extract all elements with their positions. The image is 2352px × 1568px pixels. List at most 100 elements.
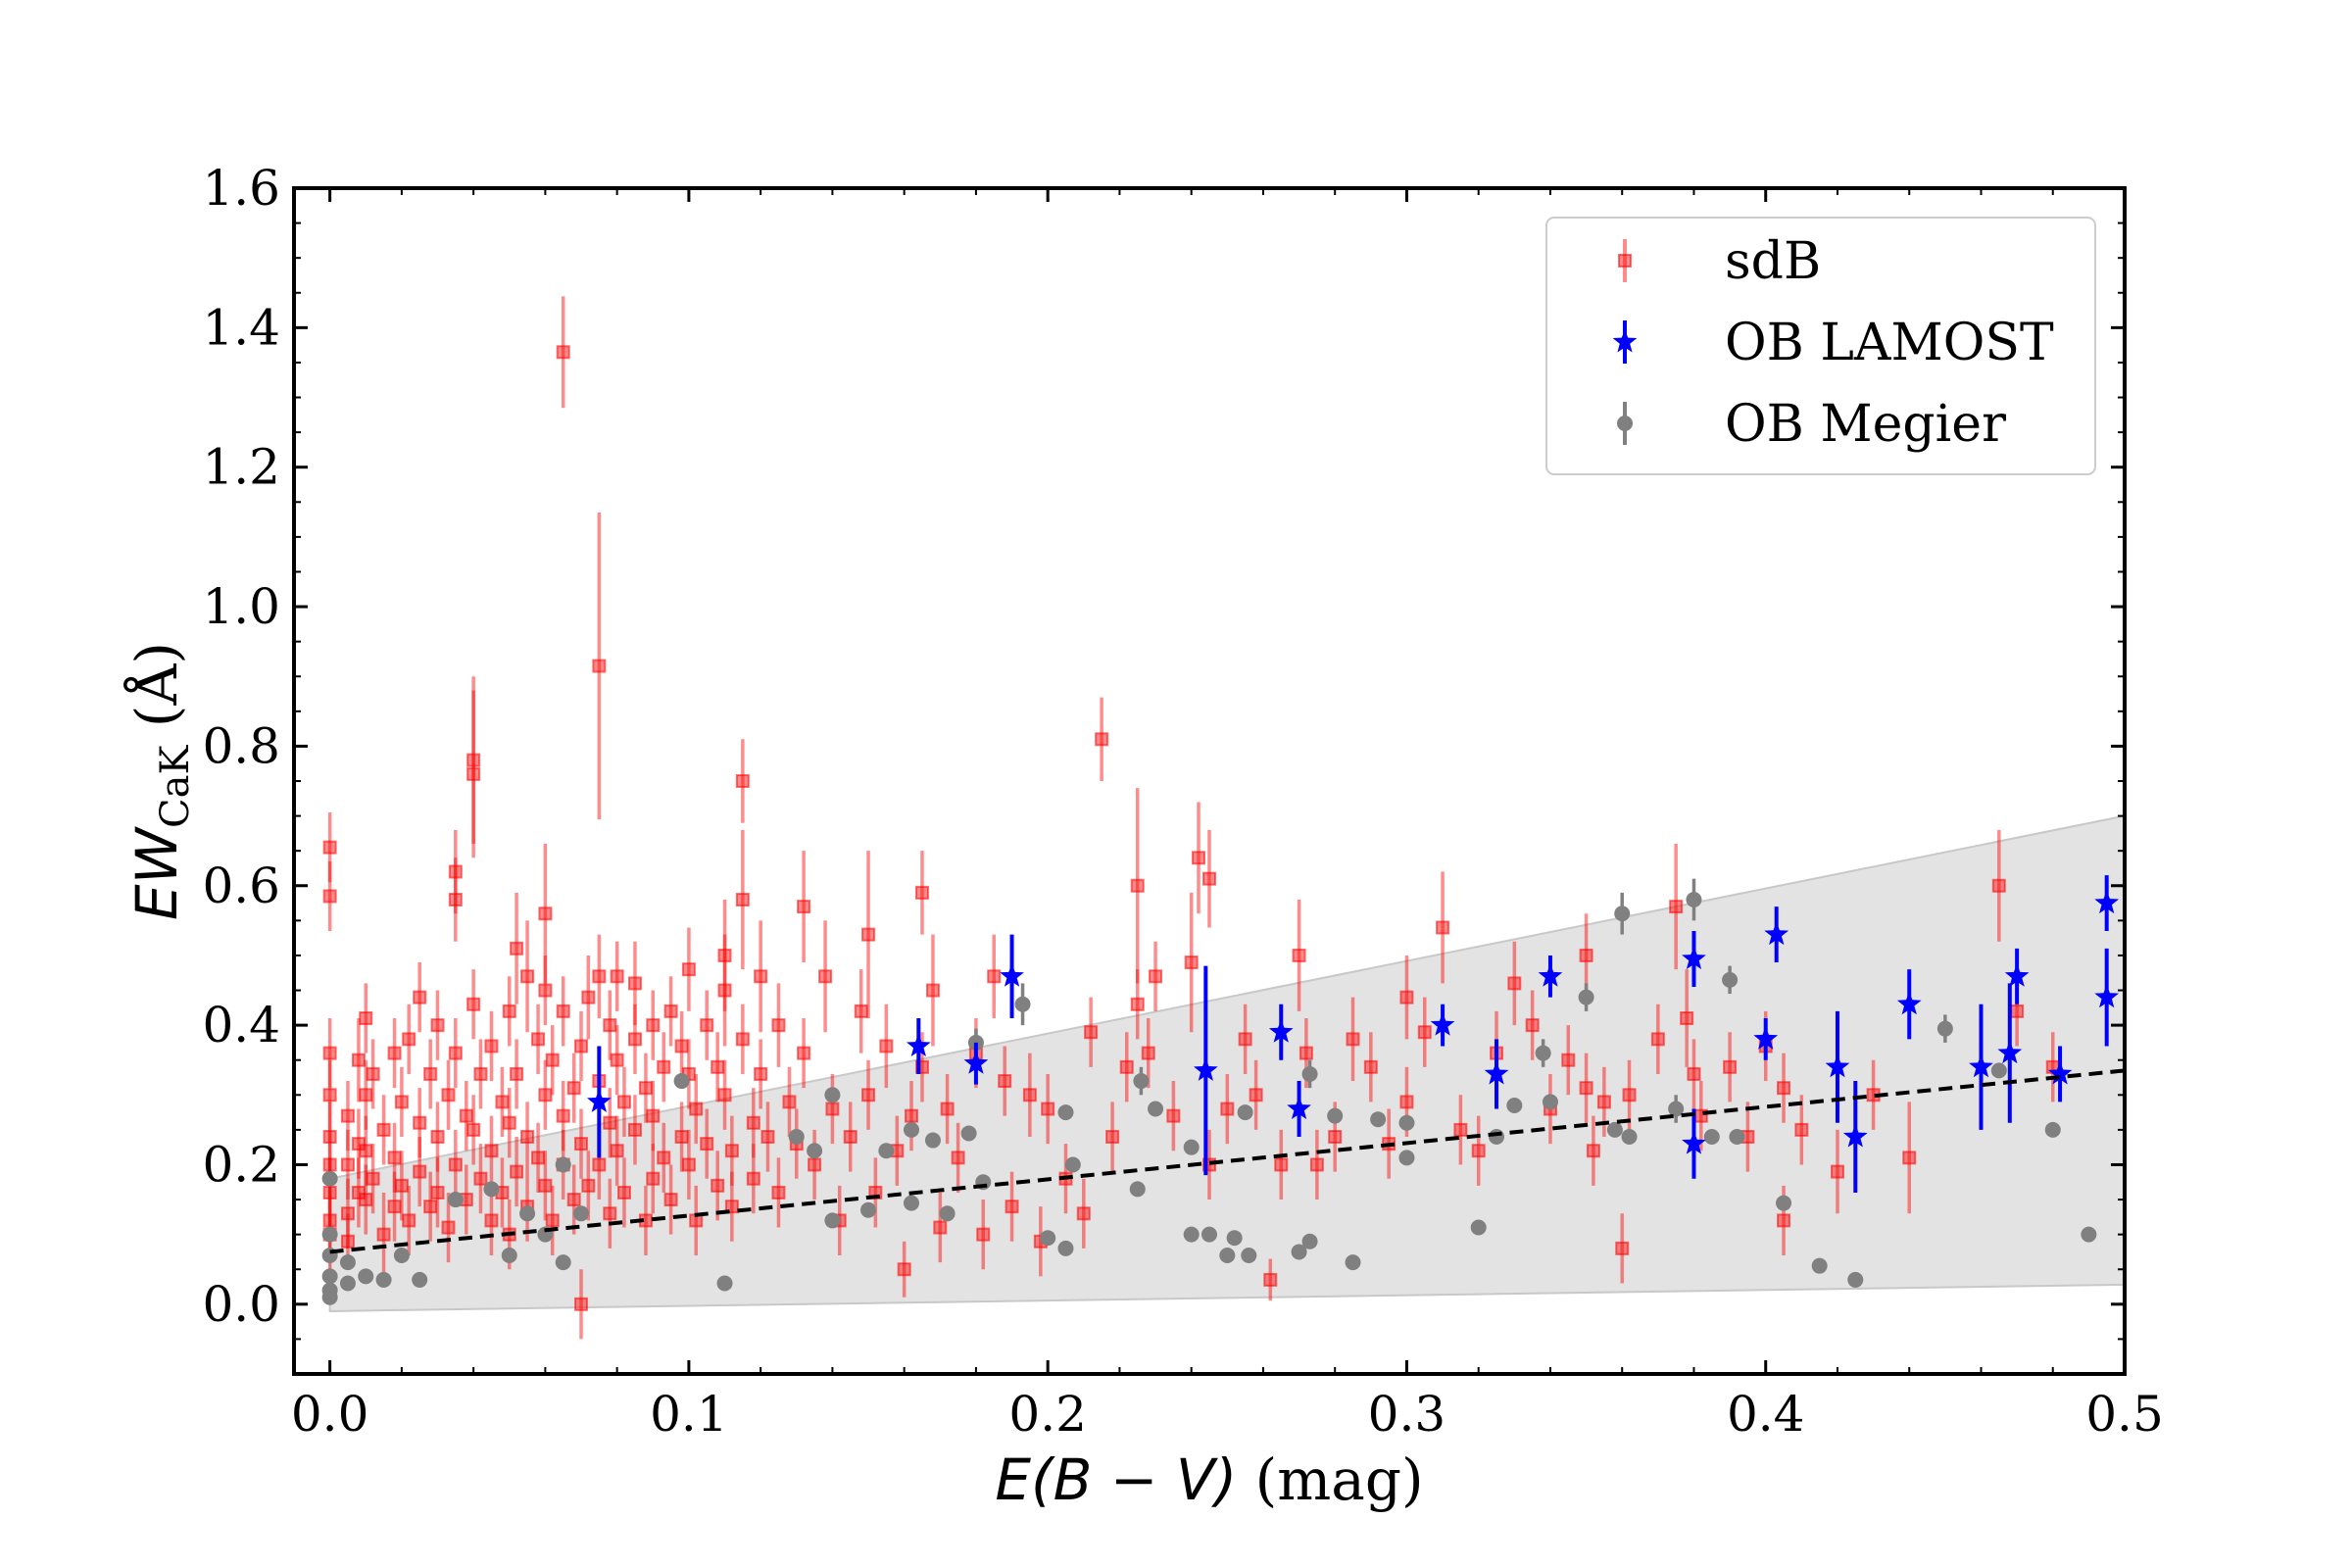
sdb-point-19 xyxy=(359,1193,373,1207)
sdb-point-132 xyxy=(754,1066,768,1081)
sdb-point-4 xyxy=(322,1130,337,1144)
ob-megier-point-65 xyxy=(1614,906,1631,922)
sdb-point-65 xyxy=(520,1130,535,1144)
sdb-point-136 xyxy=(782,1095,797,1109)
sdb-point-11 xyxy=(340,1206,355,1221)
x-axis-label-unit: (mag) xyxy=(1237,1446,1423,1513)
sdb-point-179 xyxy=(1192,851,1206,865)
y-axis-label-sub: CaK xyxy=(153,745,198,828)
sdb-point-37 xyxy=(430,1130,445,1144)
sdb-point-180 xyxy=(1202,871,1216,886)
sdb-point-110 xyxy=(674,1039,689,1054)
sdb-point-196 xyxy=(1417,1025,1432,1040)
sdb-point-190 xyxy=(1328,1130,1343,1144)
ob-megier-point-57 xyxy=(1398,1150,1415,1166)
ob-megier-point-31 xyxy=(939,1205,956,1222)
sdb-point-68 xyxy=(531,1151,546,1165)
sdb-point-152 xyxy=(904,1108,918,1123)
sdb-point-169 xyxy=(1084,1025,1099,1040)
ob-lamost-point-8 xyxy=(1484,1060,1509,1085)
sdb-point-145 xyxy=(854,1004,868,1018)
ob-lamost-point-11 xyxy=(1682,1131,1706,1154)
sdb-point-202 xyxy=(1525,1018,1540,1033)
x-tick-label: 0.2 xyxy=(1008,1386,1087,1443)
sdb-point-38 xyxy=(430,1185,445,1200)
sdb-point-21 xyxy=(366,1171,380,1186)
sdb-point-122 xyxy=(717,983,732,998)
axis-ticks: 0.0 0.1 0.2 0.3 0.4 0.5 0.0 0.2 0.4 0.6 0.8 1.0 1.2 1… xyxy=(202,160,2163,1443)
sdb-point-158 xyxy=(951,1151,965,1165)
sdb-point-188 xyxy=(1298,1046,1313,1060)
sdb-point-43 xyxy=(448,1046,463,1060)
sdb-point-129 xyxy=(746,1115,760,1130)
ob-lamost-point-21 xyxy=(2094,890,2120,914)
sdb-point-199 xyxy=(1471,1144,1486,1158)
sdb-point-73 xyxy=(545,1053,560,1067)
ob-megier-point-6 xyxy=(339,1254,356,1271)
sdb-point-211 xyxy=(1650,1032,1665,1047)
ob-megier-point-26 xyxy=(860,1201,877,1218)
y-tick-label: 1.2 xyxy=(202,439,280,496)
sdb-point-177 xyxy=(1166,1108,1181,1123)
sdb-point-126 xyxy=(735,774,750,788)
sdb-point-225 xyxy=(1991,878,2006,893)
sdb-point-63 xyxy=(510,1164,524,1179)
sdb-point-151 xyxy=(897,1262,911,1277)
sdb-point-206 xyxy=(1579,1081,1593,1096)
sdb-point-15 xyxy=(351,1185,366,1200)
sdb-point-82 xyxy=(574,1039,589,1054)
sdb-point-207 xyxy=(1586,1144,1600,1158)
ob-lamost-point-4 xyxy=(1194,1057,1218,1081)
sdb-point-184 xyxy=(1249,1088,1263,1102)
sdb-point-105 xyxy=(646,1171,661,1186)
ob-megier-point-10 xyxy=(393,1248,410,1263)
sdb-point-79 xyxy=(566,1081,581,1096)
ob-megier-point-29 xyxy=(903,1195,919,1211)
sdb-point-109 xyxy=(663,1193,678,1207)
ob-megier-point-8 xyxy=(358,1268,374,1285)
sdb-point-91 xyxy=(603,1115,617,1130)
sdb-point-39 xyxy=(441,1088,456,1102)
sdb-point-141 xyxy=(818,969,833,984)
sdb-point-89 xyxy=(592,1157,607,1172)
sdb-point-208 xyxy=(1596,1095,1611,1109)
ob-lamost-point-10 xyxy=(1682,946,1706,969)
sdb-point-138 xyxy=(797,900,811,914)
sdb-point-146 xyxy=(861,927,876,942)
sdb-point-56 xyxy=(495,1095,510,1109)
sdb-point-185 xyxy=(1263,1272,1278,1287)
ob-lamost-point-12 xyxy=(1753,1026,1779,1050)
ob-megier-point-28 xyxy=(903,1121,919,1138)
legend-label-ob-lamost: OB LAMOST xyxy=(1725,314,2054,372)
y-axis-label-var: EW xyxy=(123,825,190,920)
ob-megier-point-77 xyxy=(2044,1121,2061,1138)
sdb-point-124 xyxy=(724,1144,739,1158)
legend-box xyxy=(1545,217,2096,475)
sdb-point-201 xyxy=(1507,976,1522,991)
ob-megier-point-45 xyxy=(1201,1226,1217,1243)
sdb-point-35 xyxy=(423,1200,438,1214)
y-tick-label: 0.0 xyxy=(202,1276,280,1333)
y-tick-label: 0.2 xyxy=(202,1136,280,1193)
sdb-point-195 xyxy=(1399,1095,1414,1109)
sdb-point-164 xyxy=(1022,1088,1037,1102)
ob-megier-point-68 xyxy=(1686,892,1702,907)
sdb-point-107 xyxy=(657,1151,671,1165)
series-ob-lamost xyxy=(587,875,2120,1193)
ob-lamost-point-6 xyxy=(1287,1096,1311,1119)
sdb-point-74 xyxy=(545,1213,560,1228)
ob-megier-point-35 xyxy=(1014,996,1031,1012)
sdb-point-135 xyxy=(771,1185,786,1200)
sdb-point-95 xyxy=(610,1144,624,1158)
ob-megier-point-60 xyxy=(1506,1097,1523,1113)
sdb-point-80 xyxy=(566,1193,581,1207)
ob-lamost-point-15 xyxy=(1842,1124,1868,1148)
sdb-point-103 xyxy=(646,1018,661,1033)
sdb-point-112 xyxy=(681,962,696,977)
sdb-point-61 xyxy=(510,941,524,956)
sdb-point-134 xyxy=(771,1018,786,1033)
ob-megier-point-17 xyxy=(555,1254,571,1271)
ob-megier-point-37 xyxy=(1057,1240,1074,1256)
sdb-point-157 xyxy=(940,1102,955,1116)
ob-megier-point-18 xyxy=(555,1156,571,1173)
